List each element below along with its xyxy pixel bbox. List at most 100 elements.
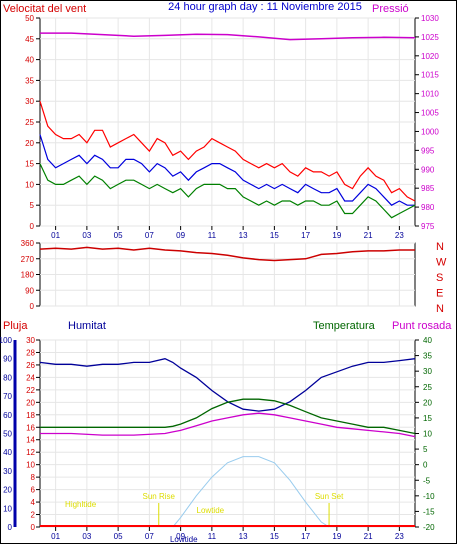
rain-y-tick-label: 22 — [26, 386, 35, 395]
wind-x-tick-label: 03 — [82, 231, 91, 240]
temp-x-tick-label: 15 — [270, 532, 279, 541]
temp-x-tick-label: 07 — [145, 532, 154, 541]
rain-y-tick-label: 12 — [26, 448, 35, 457]
wind-direction-y-axis: 0 90 180 270 360 — [21, 239, 40, 311]
label-rain: Pluja — [3, 320, 28, 332]
wind-speed-y-axis: 0 5 10 15 20 25 30 35 40 45 50 — [25, 14, 40, 231]
title-date: 24 hour graph day : 11 Noviembre 2015 — [168, 1, 362, 13]
wind-x-tick-label: 17 — [301, 231, 310, 240]
series-humidity-line — [39, 358, 416, 412]
wind-direction-series — [39, 246, 415, 262]
rain-y-tick-label: 10 — [26, 461, 35, 470]
direction-y-tick-label: 0 — [30, 302, 35, 311]
title-pressure: Pressió — [372, 3, 409, 15]
wind-y-tick-label: 5 — [30, 201, 35, 210]
temp-y-tick-label: -20 — [423, 523, 435, 532]
compass-label: S — [436, 272, 443, 284]
direction-y-tick-label: 180 — [21, 271, 35, 280]
wind-y-tick-label: 10 — [25, 180, 34, 189]
humidity-y-tick-label: 20 — [3, 486, 12, 495]
wind-y-tick-label: 50 — [25, 14, 34, 23]
rain-y-tick-label: 16 — [26, 423, 35, 432]
wind-speed-x-axis: 01 03 05 07 09 11 13 15 17 19 21 23 — [51, 226, 404, 240]
temp-humidity-series — [39, 358, 416, 528]
series-solar-line — [172, 456, 330, 528]
compass-label: N — [436, 303, 444, 315]
title-wind-speed: Velocitat del vent — [3, 3, 86, 15]
pressure-y-tick-label: 1005 — [421, 109, 439, 118]
wind-y-tick-label: 40 — [25, 56, 34, 65]
temp-x-tick-label: 13 — [239, 532, 248, 541]
temp-y-tick-label: 25 — [423, 383, 432, 392]
humidity-y-tick-label: 100 — [0, 336, 13, 345]
humidity-y-tick-label: 10 — [3, 504, 12, 513]
compass-label: N — [436, 241, 444, 253]
humidity-y-tick-label: 70 — [3, 392, 12, 401]
annotation-label: Sun Set — [315, 492, 344, 501]
temp-x-tick-label: 21 — [364, 532, 373, 541]
humidity-y-tick-label: 50 — [3, 430, 12, 439]
rain-y-tick-label: 30 — [26, 336, 35, 345]
label-temperature: Temperatura — [313, 320, 376, 332]
pressure-y-tick-label: 985 — [421, 184, 435, 193]
temp-y-tick-label: 15 — [423, 414, 432, 423]
pressure-y-tick-label: 995 — [421, 146, 435, 155]
annotation-label: Sun Rise — [143, 492, 176, 501]
temp-y-tick-label: 5 — [423, 445, 428, 454]
temp-y-tick-label: 35 — [423, 352, 432, 361]
temp-y-tick-label: 30 — [423, 367, 432, 376]
wind-y-tick-label: 30 — [25, 97, 34, 106]
rain-y-tick-label: 26 — [26, 361, 35, 370]
humidity-y-tick-label: 0 — [8, 523, 13, 532]
sun-tide-annotations: Sun Rise Sun Set Highltide Lowtide Lowtide — [65, 492, 344, 544]
wind-speed-grid — [40, 17, 415, 227]
humidity-y-axis: 0 10 20 30 40 50 60 70 80 90 100 — [0, 336, 13, 532]
temp-x-tick-label: 19 — [332, 532, 341, 541]
annotation-label: Lowtide — [197, 506, 225, 515]
rain-y-tick-label: 18 — [26, 411, 35, 420]
wind-x-tick-label: 13 — [239, 231, 248, 240]
temp-y-tick-label: 40 — [423, 336, 432, 345]
wind-x-tick-label: 01 — [51, 231, 60, 240]
temp-y-tick-label: -15 — [423, 507, 435, 516]
annotation-label: Highltide — [65, 500, 97, 509]
pressure-y-tick-label: 1015 — [421, 71, 439, 80]
series-gust-line — [39, 101, 416, 202]
wind-y-tick-label: 15 — [25, 160, 34, 169]
pressure-y-tick-label: 1010 — [421, 90, 439, 99]
rain-y-tick-label: 14 — [26, 436, 35, 445]
temp-y-tick-label: -5 — [423, 476, 431, 485]
rain-y-tick-label: 2 — [31, 511, 36, 520]
wind-x-tick-label: 23 — [395, 231, 404, 240]
humidity-y-tick-label: 60 — [3, 411, 12, 420]
pressure-y-tick-label: 990 — [421, 165, 435, 174]
wind-speed-series — [39, 32, 416, 219]
rain-y-tick-label: 6 — [31, 486, 36, 495]
compass-label: W — [436, 257, 447, 269]
temp-humidity-x-axis: 01 03 05 07 09 11 13 15 17 19 21 23 — [51, 527, 404, 541]
wind-x-tick-label: 19 — [332, 231, 341, 240]
wind-y-tick-label: 25 — [25, 118, 34, 127]
pressure-y-tick-label: 1025 — [421, 33, 439, 42]
series-temperature-line — [40, 398, 416, 435]
series-min-line — [39, 163, 416, 219]
direction-y-tick-label: 90 — [25, 286, 34, 295]
rain-y-tick-label: 24 — [26, 373, 35, 382]
wind-y-tick-label: 45 — [25, 35, 34, 44]
temp-y-tick-label: 10 — [423, 430, 432, 439]
pressure-y-tick-label: 975 — [421, 222, 435, 231]
label-dewpoint: Punt rosada — [392, 320, 452, 332]
wind-y-tick-label: 0 — [30, 222, 35, 231]
temperature-y-axis: -20 -15 -10 -5 0 5 10 15 20 25 30 35 40 — [415, 336, 435, 532]
pressure-y-tick-label: 1030 — [421, 14, 439, 23]
label-humidity: Humitat — [68, 320, 106, 332]
temp-y-tick-label: 0 — [423, 461, 428, 470]
series-dewpoint-line — [40, 412, 416, 438]
wind-x-tick-label: 15 — [270, 231, 279, 240]
